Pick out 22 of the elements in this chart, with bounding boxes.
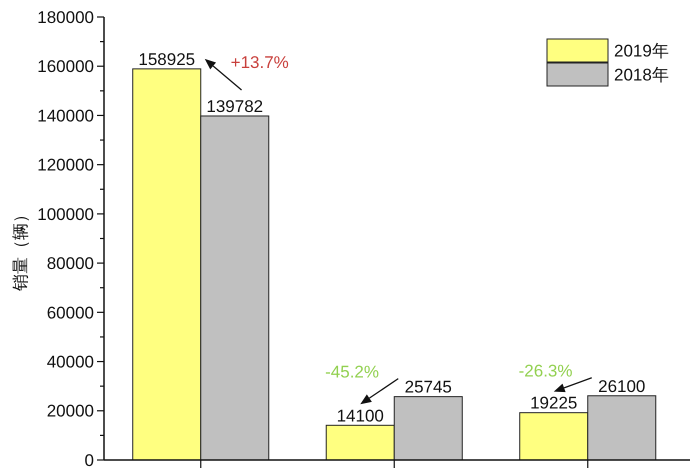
data-label: 26100 — [598, 376, 646, 396]
data-label: 158925 — [138, 50, 196, 69]
annotation: +13.7% — [230, 52, 289, 72]
legend-label: 2018年 — [614, 65, 669, 84]
data-label: 139782 — [206, 96, 264, 116]
y-tick-label: 160000 — [37, 57, 94, 76]
y-tick-label: 180000 — [37, 8, 94, 27]
annotation: -26.3% — [518, 362, 573, 381]
y-tick-label: 80000 — [46, 254, 94, 274]
y-axis-title: 销量（辆） — [10, 206, 30, 292]
data-label: 25745 — [404, 378, 452, 397]
data-label: 14100 — [336, 406, 384, 426]
annotation: -45.2% — [325, 362, 380, 382]
y-tick-label: 100000 — [37, 204, 94, 224]
legend-label: 2019年 — [614, 41, 669, 60]
y-tick-label: 120000 — [37, 156, 94, 175]
y-tick-label: 40000 — [46, 352, 94, 372]
y-tick-label: 140000 — [37, 106, 94, 126]
y-tick-label: 20000 — [46, 402, 94, 421]
y-tick-label: 60000 — [46, 303, 94, 322]
data-label: 19225 — [530, 394, 578, 413]
y-tick-label: 0 — [84, 450, 94, 468]
